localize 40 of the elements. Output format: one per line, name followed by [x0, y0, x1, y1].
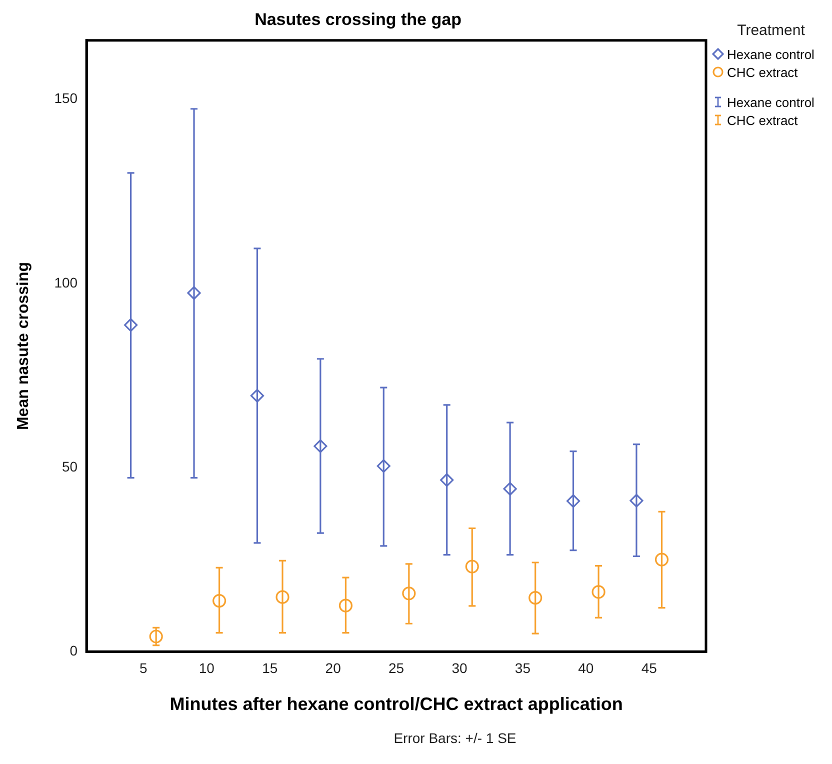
x-tick-label: 15	[262, 660, 278, 676]
point	[592, 585, 606, 599]
x-axis-title: Minutes after hexane control/CHC extract application	[170, 694, 623, 714]
point	[187, 286, 201, 300]
x-tick-label: 5	[140, 660, 148, 676]
text: Error Bars: +/- 1 SE	[392, 730, 518, 746]
point	[402, 586, 416, 600]
x-tick-label: 20	[325, 660, 342, 676]
x-tick-label: 25	[388, 660, 404, 676]
x-tick-label: 40	[578, 660, 594, 676]
point	[566, 494, 580, 508]
y-tick-label: 100	[54, 274, 78, 290]
point	[376, 459, 390, 473]
legend-title: Treatment	[736, 22, 806, 39]
point	[212, 594, 226, 608]
y-axis-title: Mean nasute crossing	[15, 262, 32, 430]
point	[149, 630, 163, 644]
point	[440, 473, 454, 487]
text: Hexane control	[727, 46, 814, 62]
x-tick-label: 45	[641, 660, 658, 676]
point	[124, 318, 138, 332]
x-tick-label: 30	[452, 660, 468, 676]
point	[528, 591, 542, 605]
y-tick-label: 0	[70, 642, 78, 658]
legend-label: CHC extract	[727, 112, 798, 128]
point	[503, 482, 517, 496]
x-tick-label: 35	[514, 660, 531, 676]
point	[338, 598, 353, 612]
y-tick-label: 50	[62, 458, 78, 474]
point	[250, 388, 264, 403]
point	[276, 590, 290, 604]
point	[314, 439, 328, 453]
legend-label: Hexane control	[727, 94, 814, 110]
y-tick-label: 150	[54, 90, 78, 106]
chart-title: Nasutes crossing the gap	[254, 10, 462, 29]
point	[630, 494, 644, 508]
point	[654, 552, 669, 566]
x-tick-label: 10	[198, 660, 215, 676]
text: CHC extract	[727, 64, 798, 80]
point	[465, 560, 479, 574]
